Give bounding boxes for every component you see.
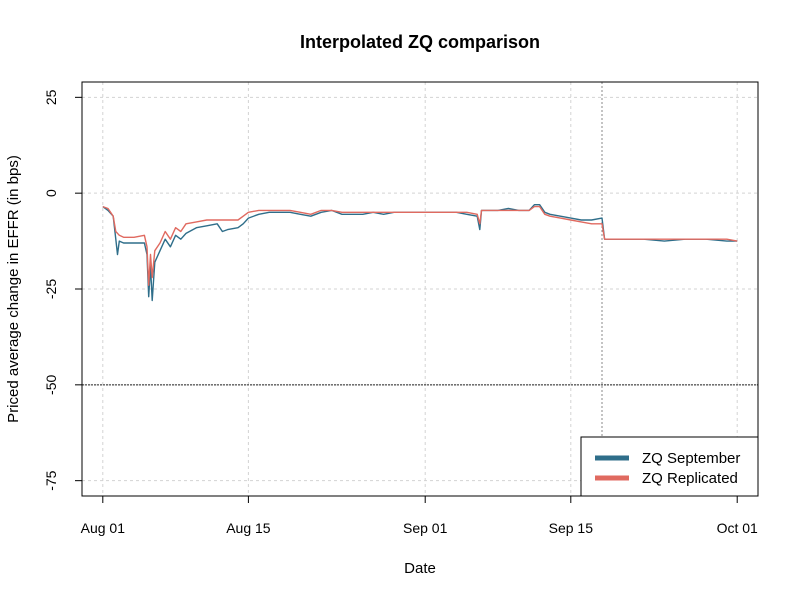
y-tick-label: 25 (43, 89, 59, 105)
x-axis-label: Date (404, 560, 436, 577)
y-tick-label: -50 (43, 375, 59, 395)
x-tick-label: Oct 01 (717, 520, 758, 536)
legend-label: ZQ September (642, 450, 740, 467)
series-line-zq-september (102, 204, 738, 302)
y-axis-label: Priced average change in EFFR (in bps) (5, 155, 22, 423)
x-tick-label: Sep 01 (403, 520, 448, 536)
legend-box (580, 436, 759, 497)
reference-lines (82, 82, 758, 496)
chart-title: Interpolated ZQ comparison (300, 32, 540, 52)
y-tick-label: -25 (43, 279, 59, 299)
y-axis: 25 0 -25 -50 -75 (43, 89, 83, 491)
series-line-zq-replicated (102, 205, 738, 286)
legend: ZQ September ZQ Replicated (580, 436, 759, 497)
x-tick-label: Sep 15 (549, 520, 594, 536)
series-layer (102, 204, 738, 302)
x-axis: Aug 01 Aug 15 Sep 01 Sep 15 Oct 01 (81, 495, 758, 536)
x-tick-label: Aug 01 (81, 520, 126, 536)
x-tick-label: Aug 15 (226, 520, 271, 536)
y-tick-label: -75 (43, 470, 59, 490)
legend-label: ZQ Replicated (642, 470, 738, 487)
y-tick-label: 0 (43, 189, 59, 197)
gridlines (82, 82, 758, 496)
